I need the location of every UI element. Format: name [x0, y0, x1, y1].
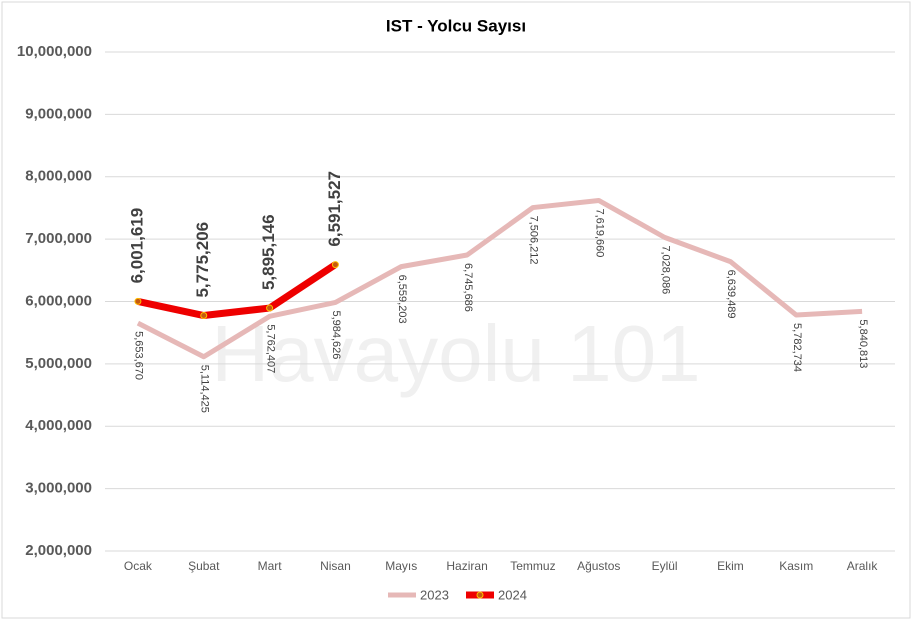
data-label: 5,653,670: [133, 331, 145, 380]
data-label: 5,114,425: [199, 365, 211, 413]
data-label: 6,639,489: [725, 270, 737, 319]
y-tick-label: 2,000,000: [25, 542, 92, 559]
data-label: 5,782,734: [791, 323, 803, 372]
point-marker: [134, 297, 142, 305]
x-tick-label: Eylül: [652, 559, 678, 573]
y-tick-label: 9,000,000: [25, 105, 92, 122]
x-tick-label: Kasım: [779, 559, 813, 573]
x-tick-label: Haziran: [446, 559, 487, 573]
data-label: 6,001,619: [127, 208, 146, 284]
data-label: 6,745,686: [462, 263, 474, 312]
point-marker: [266, 304, 274, 312]
legend-label: 2023: [420, 587, 449, 602]
legend-marker: [476, 591, 484, 599]
y-tick-label: 4,000,000: [25, 417, 92, 434]
x-tick-label: Ağustos: [577, 559, 620, 573]
x-tick-label: Aralık: [847, 559, 879, 573]
data-label: 7,506,212: [528, 216, 540, 265]
data-label: 7,028,086: [659, 245, 671, 294]
y-tick-label: 7,000,000: [25, 230, 92, 247]
x-tick-label: Ekim: [717, 559, 744, 573]
data-label: 6,591,527: [325, 171, 344, 247]
data-label: 5,775,206: [193, 222, 212, 298]
chart-title: IST - Yolcu Sayısı: [386, 16, 526, 35]
y-tick-label: 5,000,000: [25, 355, 92, 372]
data-label: 5,895,146: [259, 214, 278, 290]
data-label: 5,840,813: [857, 319, 869, 368]
data-label: 6,559,203: [396, 275, 408, 324]
point-marker: [200, 312, 208, 320]
legend-label: 2024: [498, 587, 527, 602]
data-label: 5,984,626: [330, 310, 342, 359]
x-tick-label: Şubat: [188, 559, 220, 573]
data-label: 5,762,407: [264, 324, 276, 373]
series-line: [137, 261, 338, 320]
y-tick-label: 3,000,000: [25, 480, 92, 497]
watermark: Havayolu 101: [211, 309, 700, 398]
y-tick-label: 6,000,000: [25, 292, 92, 309]
y-tick-label: 10,000,000: [17, 43, 92, 60]
series-line: [136, 197, 863, 360]
x-tick-label: Temmuz: [510, 559, 555, 573]
y-tick-label: 8,000,000: [25, 168, 92, 185]
data-label: 7,619,660: [594, 208, 606, 257]
x-tick-label: Ocak: [124, 559, 153, 573]
x-tick-label: Mart: [258, 559, 283, 573]
x-tick-label: Nisan: [320, 559, 351, 573]
point-marker: [331, 261, 339, 269]
x-tick-label: Mayıs: [385, 559, 417, 573]
